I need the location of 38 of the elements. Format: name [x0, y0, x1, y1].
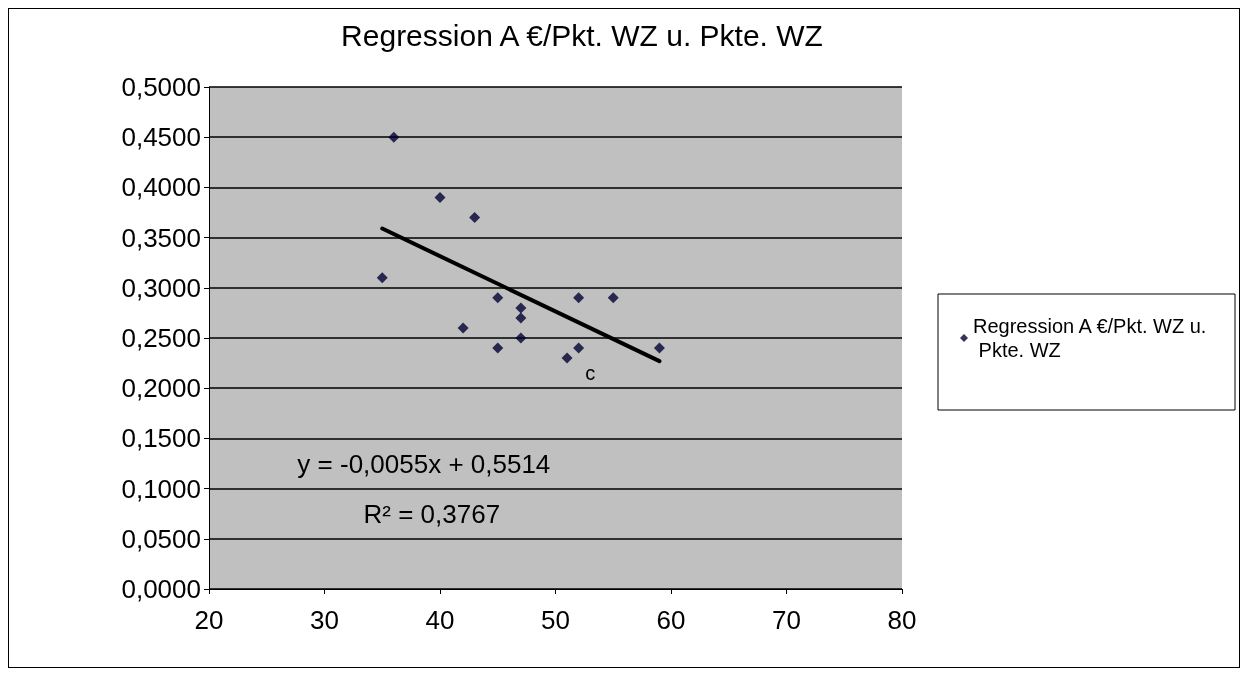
y-tick-label: 0,1500: [121, 423, 201, 454]
point: [457, 322, 469, 334]
y-tick-label: 0,4500: [121, 122, 201, 153]
point: [607, 292, 619, 304]
x-tick-label: 40: [425, 605, 455, 635]
legend-label: Regression A €/Pkt. WZ u. Pkte. WZ: [973, 315, 1207, 361]
y-tick-label: 0,4000: [121, 172, 201, 203]
x-tick-label: 80: [887, 605, 917, 635]
point: [492, 292, 504, 304]
y-tick-label: 0,0000: [121, 574, 201, 604]
point: [561, 352, 573, 364]
point: [515, 332, 527, 344]
annotation: R² = 0,3767: [363, 498, 501, 529]
x-tick-label: 50: [541, 605, 570, 635]
x-tick-label: 30: [310, 605, 339, 635]
point: [376, 272, 388, 284]
x-tick-label: 60: [656, 605, 686, 635]
point: [469, 212, 481, 224]
y-tick-label: 0,5000: [121, 72, 201, 102]
point: [388, 131, 400, 143]
annotation: c: [585, 362, 596, 385]
y-tick-label: 0,2000: [121, 373, 201, 404]
y-tick-label: 0,3500: [121, 222, 201, 253]
x-tick-label: 70: [772, 605, 801, 635]
point: [434, 191, 446, 203]
point: [573, 292, 585, 304]
y-tick-label: 0,0500: [121, 523, 201, 554]
x-tick-label: 20: [194, 605, 224, 635]
y-tick-label: 0,1000: [121, 473, 201, 504]
annotation: y = -0,0055x + 0,5514: [297, 448, 551, 479]
point: [653, 342, 665, 354]
point: [515, 312, 527, 324]
chart-title: Regression A €/Pkt. WZ u. Pkte. WZ: [341, 18, 823, 52]
y-tick-label: 0,3000: [121, 272, 201, 303]
point: [573, 342, 585, 354]
point: [515, 302, 527, 314]
point: [492, 342, 504, 354]
y-tick-label: 0,2500: [121, 323, 201, 353]
